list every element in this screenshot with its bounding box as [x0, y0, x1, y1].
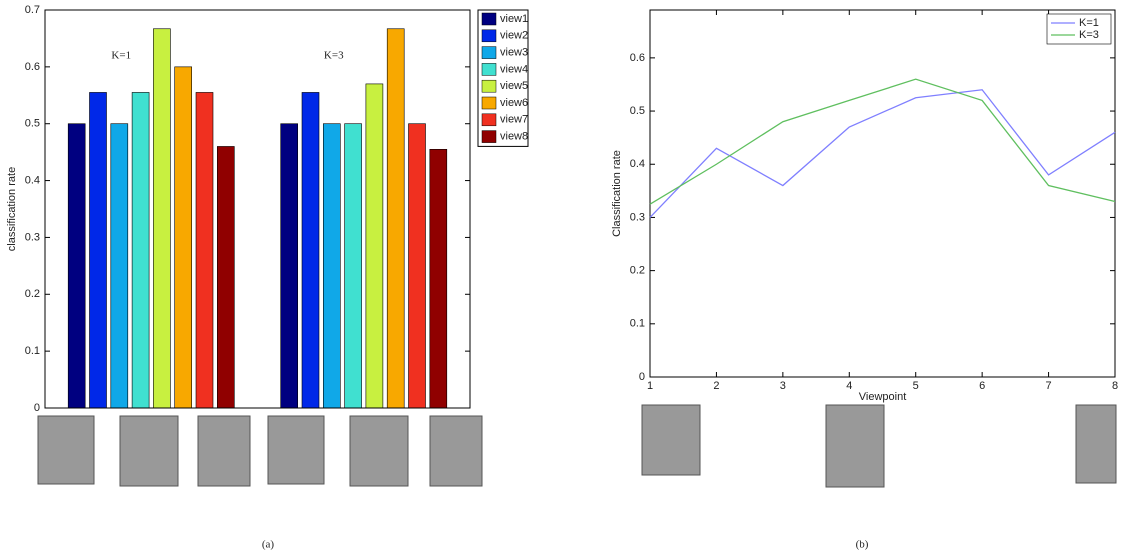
thumbnail [197, 415, 251, 487]
x-tick-label: 4 [846, 380, 852, 392]
legend-swatch [481, 79, 497, 93]
x-tick-label: 3 [780, 380, 786, 392]
thumbnail [119, 415, 179, 487]
caption: (a) [262, 539, 275, 551]
y-tick-label: 0.6 [630, 52, 645, 64]
legend-label: view3 [500, 47, 528, 59]
legend-label: view4 [500, 63, 528, 75]
legend-box [1046, 13, 1112, 45]
legend-label: view1 [500, 13, 528, 25]
line [649, 78, 1116, 205]
x-tick-label: 5 [913, 380, 919, 392]
bar [89, 92, 107, 409]
bar [280, 123, 299, 409]
legend-swatch [481, 96, 497, 110]
legend-swatch [481, 63, 497, 76]
x-tick-label: 8 [1112, 380, 1118, 392]
thumbnail [429, 415, 483, 487]
bar [67, 123, 86, 409]
x-tick-label: 7 [1046, 380, 1052, 392]
y-tick-label: 0.1 [25, 345, 40, 357]
y-axis-label: classification rate [6, 167, 18, 251]
y-tick-label: 0.2 [630, 265, 645, 277]
bar [217, 146, 235, 409]
bar [322, 123, 341, 409]
caption: (b) [856, 539, 869, 551]
legend-label: view7 [500, 114, 528, 126]
y-tick-label: 0.5 [630, 105, 645, 117]
thumbnail [1075, 404, 1117, 484]
plot-frame [44, 9, 471, 409]
legend-label: K=1 [1079, 17, 1099, 29]
bar [365, 83, 384, 409]
legend-label: K=3 [1079, 29, 1099, 41]
x-tick-label: 6 [979, 380, 985, 392]
group-label: K=1 [111, 50, 131, 62]
thumbnail [641, 404, 701, 476]
y-tick-label: 0.6 [25, 61, 40, 73]
y-axis-label: Classification rate [611, 150, 623, 237]
bar [408, 123, 426, 409]
x-tick-label: 1 [647, 380, 653, 392]
y-tick-label: 0.3 [630, 211, 645, 223]
y-tick-label: 0.2 [25, 288, 40, 300]
legend-swatch [481, 29, 497, 43]
bar [429, 149, 448, 409]
y-tick-label: 0.7 [25, 4, 40, 16]
bar [110, 123, 129, 409]
y-tick-label: 0 [34, 402, 40, 414]
thumbnails [37, 404, 1117, 488]
bar [153, 28, 171, 409]
y-tick-label: 0.1 [630, 318, 645, 330]
y-tick-label: 0.3 [25, 231, 40, 243]
plot-frame [649, 9, 1116, 378]
bar [174, 66, 192, 409]
thumbnail [267, 415, 325, 485]
x-tick-label: 2 [713, 380, 719, 392]
legend-swatch [481, 12, 497, 26]
legend-label: view8 [500, 131, 528, 143]
y-tick-label: 0 [639, 371, 645, 383]
thumbnail [349, 415, 409, 487]
legend-label: view2 [500, 30, 528, 42]
bar [344, 123, 362, 409]
line [649, 89, 1116, 218]
thumbnail [825, 404, 885, 488]
bar [301, 92, 320, 409]
legend-label: view6 [500, 97, 528, 109]
y-tick-label: 0.4 [630, 158, 645, 170]
y-tick-label: 0.4 [25, 174, 40, 186]
legend-swatch [481, 113, 497, 127]
bar [195, 92, 214, 409]
legend-swatch [481, 130, 497, 143]
thumbnail [37, 415, 95, 485]
bar [386, 28, 405, 409]
y-tick-label: 0.5 [25, 118, 40, 130]
legend-swatch [481, 46, 497, 59]
group-label: K=3 [324, 50, 344, 62]
bar [131, 92, 150, 409]
x-axis-label: Viewpoint [859, 391, 907, 403]
legend-label: view5 [500, 80, 528, 92]
